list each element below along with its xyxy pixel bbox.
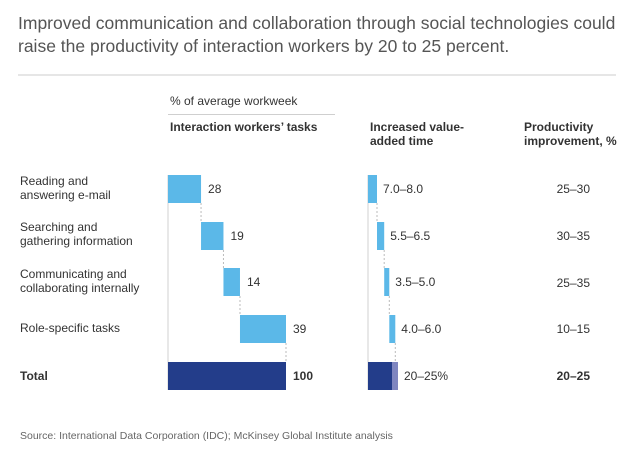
row-label-role-specific: Role-specific tasks (20, 321, 165, 335)
chart-title: Improved communication and collaboration… (18, 13, 616, 56)
value-added-bar-total-range (392, 362, 398, 390)
row-label-line: gathering information (20, 234, 133, 248)
value-added-label-total: 20–25% (404, 369, 448, 383)
productivity-value-total: 20–25 (556, 369, 590, 383)
value-added-bar-total-low (368, 362, 392, 390)
row-label-line: Total (20, 369, 48, 383)
row-label-line: Role-specific tasks (20, 321, 121, 335)
value-added-label: 4.0–6.0 (401, 322, 441, 336)
row-label-line: answering e-mail (20, 188, 111, 202)
row-label-line: Reading and (20, 174, 89, 188)
row-label-total: Total (20, 369, 165, 383)
value-added-bar (384, 268, 390, 296)
tasks-label-total: 100 (293, 369, 313, 383)
value-added-label: 5.5–6.5 (390, 229, 430, 243)
row-label-email: Reading and answering e-mail (20, 174, 165, 202)
tasks-label: 39 (293, 322, 307, 336)
productivity-value: 25–35 (556, 276, 590, 290)
tasks-label: 28 (208, 182, 222, 196)
value-added-bar (377, 222, 385, 250)
row-label-line: collaborating internally (20, 281, 140, 295)
row-label-line: Communicating and (20, 267, 127, 281)
tasks-label: 14 (247, 275, 261, 289)
header-productivity: Productivity improvement, % (524, 120, 617, 148)
tasks-bar (223, 268, 240, 296)
tasks-bar (168, 175, 202, 203)
row-label-line: Searching and (20, 220, 98, 234)
tasks-label: 19 (230, 229, 244, 243)
source-note: Source: International Data Corporation (… (20, 430, 393, 442)
tasks-bar (201, 222, 224, 250)
title-divider (18, 74, 616, 76)
value-added-bar (368, 175, 377, 203)
productivity-value: 30–35 (556, 229, 590, 243)
row-label-communicating: Communicating and collaborating internal… (20, 267, 165, 295)
value-added-label: 7.0–8.0 (383, 182, 423, 196)
value-added-bar (389, 315, 396, 343)
row-label-searching: Searching and gathering information (20, 220, 165, 248)
value-added-label: 3.5–5.0 (395, 275, 435, 289)
productivity-value: 25–30 (556, 182, 590, 196)
tasks-waterfall-chart: 28 19 14 39 100 (167, 175, 313, 390)
header-value-added: Increased value-added time (370, 120, 465, 148)
unit-label: % of average workweek (170, 94, 298, 108)
value-added-waterfall-chart: 7.0–8.0 5.5–6.5 3.5–5.0 4.0–6.0 20–25% (367, 175, 448, 390)
unit-divider (168, 114, 335, 115)
tasks-bar (239, 315, 286, 343)
productivity-value: 10–15 (556, 322, 590, 336)
tasks-bar-total (168, 362, 286, 390)
header-tasks: Interaction workers’ tasks (170, 120, 318, 134)
